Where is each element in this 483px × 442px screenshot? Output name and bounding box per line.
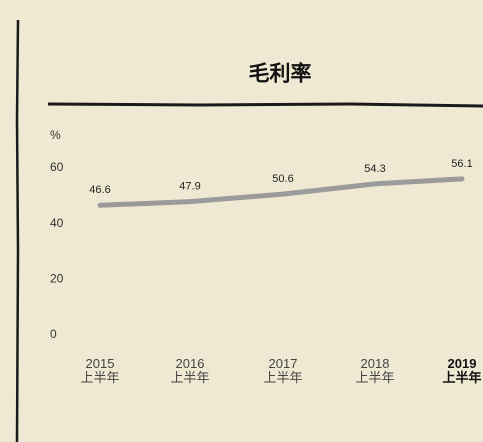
y-axis-label: % — [50, 128, 61, 142]
x-tick-label: 2018 上半年 — [355, 356, 394, 385]
x-tick-label-line: 上半年 — [170, 370, 209, 385]
x-tick-label: 2017 上半年 — [263, 356, 302, 385]
x-tick-label-line: 上半年 — [442, 370, 481, 385]
y-tick-label: 20 — [50, 272, 64, 286]
y-tick-label: 0 — [50, 327, 57, 341]
data-label: 54.3 — [364, 163, 385, 175]
title-rule — [47, 102, 483, 108]
x-tick-label-line: 2019 — [448, 356, 477, 371]
x-tick-label-line: 2018 — [361, 356, 390, 371]
x-tick-label-line: 2017 — [269, 356, 298, 371]
chart-title: 毛利率 — [249, 62, 312, 86]
data-label: 56.1 — [451, 158, 472, 170]
x-tick-label-line: 2016 — [176, 356, 205, 371]
x-tick-label-line: 上半年 — [355, 370, 394, 385]
x-tick-label-line: 上半年 — [263, 370, 302, 385]
x-tick-label: 2016 上半年 — [170, 356, 209, 385]
frame-line — [15, 19, 20, 442]
x-tick-label: 2015 上半年 — [80, 356, 119, 385]
y-tick-label: 40 — [50, 216, 64, 230]
data-label: 47.9 — [179, 181, 200, 193]
x-tick-label-line: 2015 — [86, 356, 115, 371]
x-tick-label: 2019 上半年 — [442, 356, 481, 385]
data-label: 50.6 — [272, 173, 293, 185]
y-tick-label: 60 — [50, 160, 64, 174]
x-tick-label-line: 上半年 — [80, 370, 119, 385]
data-label: 46.6 — [89, 184, 110, 196]
line — [97, 176, 465, 208]
